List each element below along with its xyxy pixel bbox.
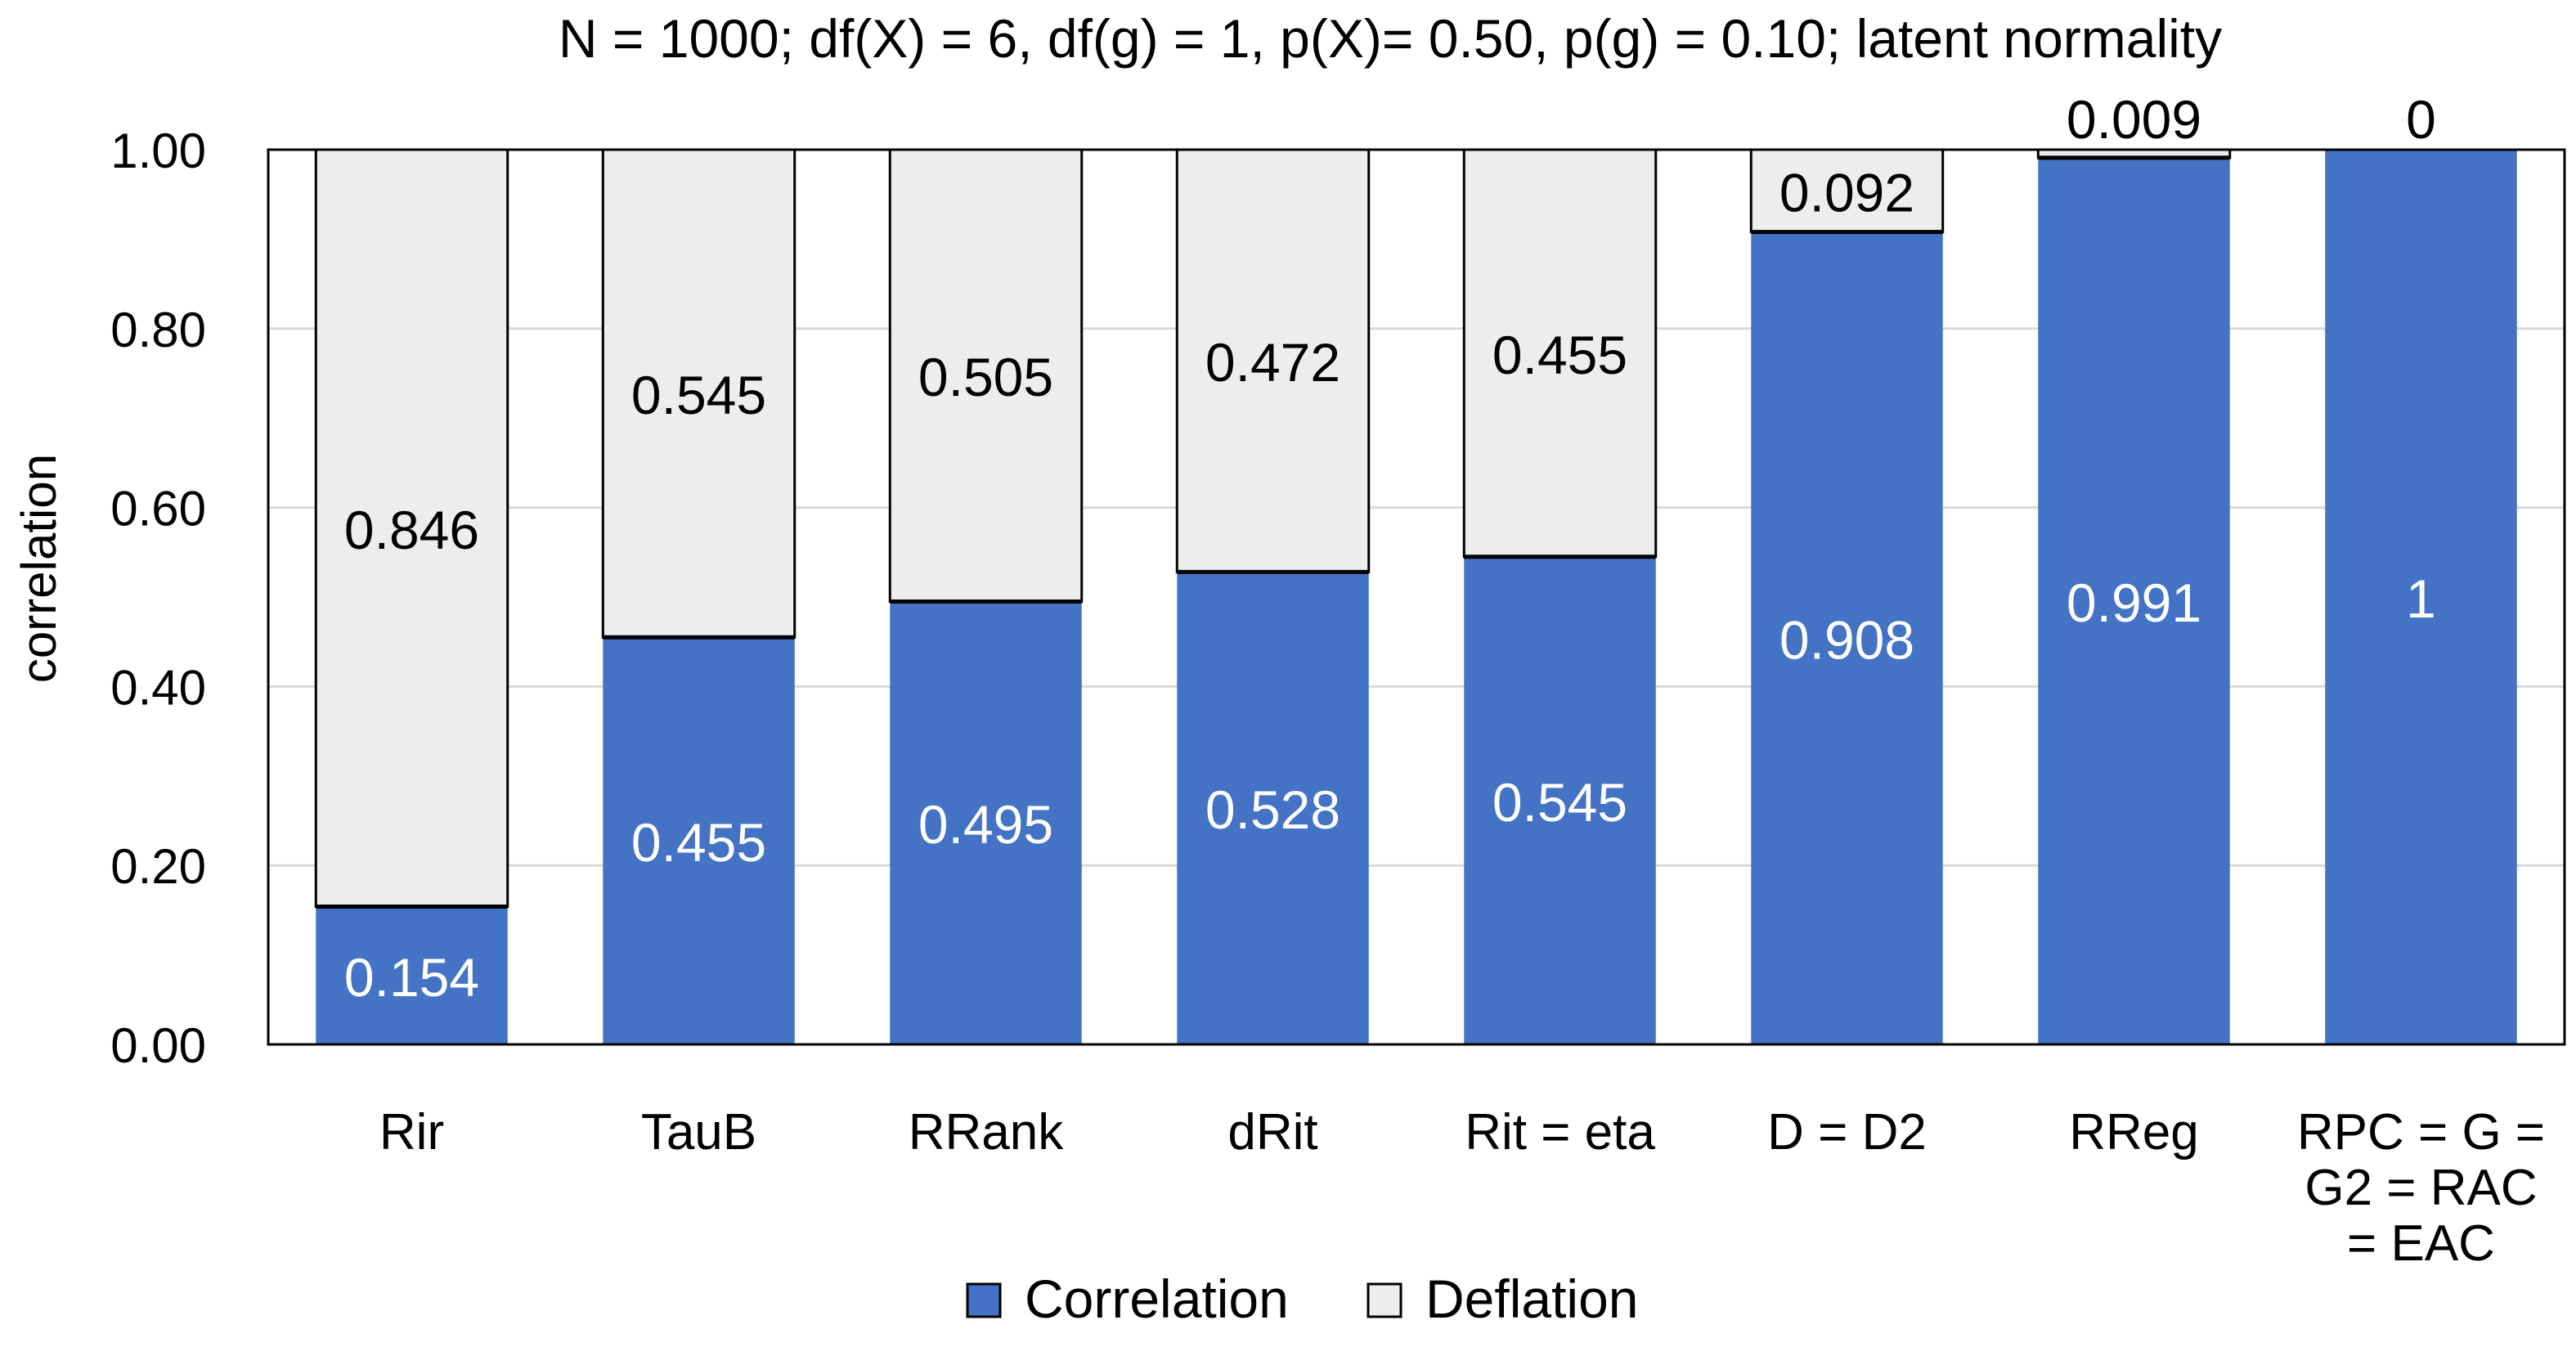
x-tick-label: D = D2	[1767, 1104, 1927, 1161]
data-label-correlation: 0.495	[918, 794, 1053, 855]
x-tick-label: RReg	[2069, 1104, 2199, 1161]
plot-area-border	[267, 148, 2566, 1046]
y-tick-label: 0.20	[110, 839, 206, 894]
y-tick-label: 0.80	[110, 303, 206, 357]
data-label-correlation: 0.545	[1492, 772, 1627, 833]
data-label-correlation: 0.455	[631, 812, 766, 873]
x-tick-label: TauB	[641, 1104, 756, 1161]
chart-title: N = 1000; df(X) = 6, df(g) = 1, p(X)= 0.…	[559, 8, 2222, 69]
bar-correlation	[316, 906, 508, 1044]
y-tick-label: 1.00	[110, 123, 206, 178]
bar-correlation	[1464, 556, 1656, 1044]
bar-deflation	[1462, 148, 1658, 559]
bars	[314, 148, 2517, 1045]
y-axis-ticks: 0.00 0.20 0.40 0.60 0.80 1.00	[110, 123, 206, 1073]
y-tick-label: 0.60	[110, 482, 206, 537]
x-tick-label: RPC = G =	[2297, 1104, 2545, 1161]
legend-label: Deflation	[1425, 1268, 1639, 1329]
bar-correlation	[2325, 150, 2517, 1044]
x-tick-label: dRit	[1227, 1104, 1317, 1161]
data-label-correlation: 1	[2406, 568, 2436, 629]
y-tick-label: 0.00	[110, 1018, 206, 1073]
x-tick-label: G2 = RAC	[2304, 1160, 2537, 1216]
legend-swatch	[966, 1282, 1002, 1318]
x-tick-label: RRank	[909, 1104, 1065, 1161]
bar-correlation	[1751, 231, 1943, 1044]
bar-correlation	[603, 637, 795, 1044]
data-label-deflation: 0.505	[918, 347, 1053, 407]
data-label-correlation: 0.154	[344, 947, 479, 1008]
data-label-deflation: 0.472	[1205, 332, 1340, 393]
data-label-correlation: 0.908	[1779, 609, 1914, 670]
data-label-deflation: 0.545	[631, 365, 766, 425]
legend-swatch	[1367, 1282, 1402, 1318]
plot-frame	[267, 148, 2566, 1046]
bar-deflation	[1175, 148, 1371, 573]
bar-deflation	[888, 148, 1084, 603]
legend-label: Correlation	[1025, 1268, 1289, 1329]
x-tick-label: Rir	[379, 1104, 444, 1161]
data-label-deflation: 0	[2406, 89, 2436, 150]
data-label-deflation: 0.009	[2067, 89, 2201, 150]
data-label-correlation: 0.991	[2067, 572, 2201, 633]
bar-correlation	[2038, 157, 2230, 1045]
x-axis-ticks: Rir TauB RRank dRit Rit = eta D = D2 RReg RPC =…	[379, 1104, 2545, 1272]
data-label-deflation: 0.846	[344, 500, 479, 560]
bar-labels: 0.154 0.846 0.455 0.545 0.495 0.505 0.528 0.472…	[344, 89, 2436, 1008]
bar-deflation	[601, 148, 797, 639]
legend: Correlation Deflation	[966, 1268, 1639, 1329]
data-label-correlation: 0.528	[1205, 779, 1340, 840]
y-tick-label: 0.40	[110, 660, 206, 715]
data-label-deflation: 0.455	[1492, 325, 1627, 385]
x-tick-label: Rit = eta	[1465, 1104, 1655, 1161]
bar-correlation	[1177, 572, 1369, 1044]
data-label-deflation: 0.092	[1779, 162, 1914, 222]
bar-correlation	[890, 601, 1082, 1044]
y-axis-label: correlation	[11, 454, 66, 683]
x-tick-label: = EAC	[2347, 1215, 2495, 1272]
bar-deflation	[314, 148, 509, 909]
